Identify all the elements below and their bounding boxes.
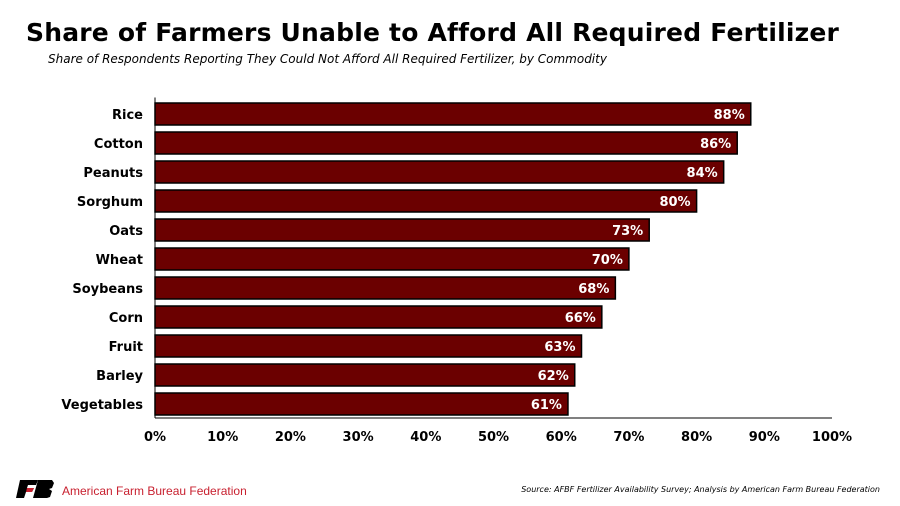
category-label: Oats (109, 224, 143, 239)
bar (154, 131, 738, 155)
category-label: Barley (96, 369, 143, 384)
data-label: 62% (538, 369, 569, 384)
x-tick-label: 100% (812, 430, 852, 445)
x-tick-label: 30% (343, 430, 374, 445)
bar (154, 160, 725, 184)
category-label: Rice (112, 108, 143, 123)
x-tick-label: 70% (613, 430, 644, 445)
category-label: Cotton (94, 137, 143, 152)
category-label: Vegetables (61, 398, 143, 413)
data-label: 80% (659, 195, 690, 210)
data-label: 73% (612, 224, 643, 239)
bar (154, 334, 583, 358)
data-label: 63% (544, 340, 575, 355)
x-tick-label: 20% (275, 430, 306, 445)
data-label: 84% (687, 166, 718, 181)
data-label: 86% (700, 137, 731, 152)
category-label: Wheat (96, 253, 143, 268)
category-label: Corn (109, 311, 143, 326)
bar (154, 305, 603, 329)
category-label: Soybeans (72, 282, 143, 297)
bar (154, 189, 698, 213)
bar (154, 363, 576, 387)
data-label: 66% (565, 311, 596, 326)
x-tick-label: 0% (144, 430, 166, 445)
category-label: Sorghum (77, 195, 143, 210)
category-label: Fruit (109, 340, 143, 355)
bar (154, 218, 650, 242)
data-label: 61% (531, 398, 562, 413)
x-tick-label: 80% (681, 430, 712, 445)
organization-name: American Farm Bureau Federation (62, 484, 247, 498)
bar (154, 247, 630, 271)
chart-subtitle: Share of Respondents Reporting They Coul… (48, 52, 607, 66)
x-tick-label: 90% (749, 430, 780, 445)
x-tick-label: 50% (478, 430, 509, 445)
data-label: 88% (714, 108, 745, 123)
x-tick-label: 60% (546, 430, 577, 445)
category-label: Peanuts (83, 166, 143, 181)
source-note: Source: AFBF Fertilizer Availability Sur… (521, 485, 880, 494)
bar (154, 392, 569, 416)
data-label: 68% (578, 282, 609, 297)
afbf-logo-icon (16, 480, 54, 498)
bar (154, 276, 617, 300)
bar (154, 102, 752, 126)
x-tick-label: 40% (410, 430, 441, 445)
chart-title: Share of Farmers Unable to Afford All Re… (26, 18, 840, 47)
x-tick-label: 10% (207, 430, 238, 445)
data-label: 70% (592, 253, 623, 268)
